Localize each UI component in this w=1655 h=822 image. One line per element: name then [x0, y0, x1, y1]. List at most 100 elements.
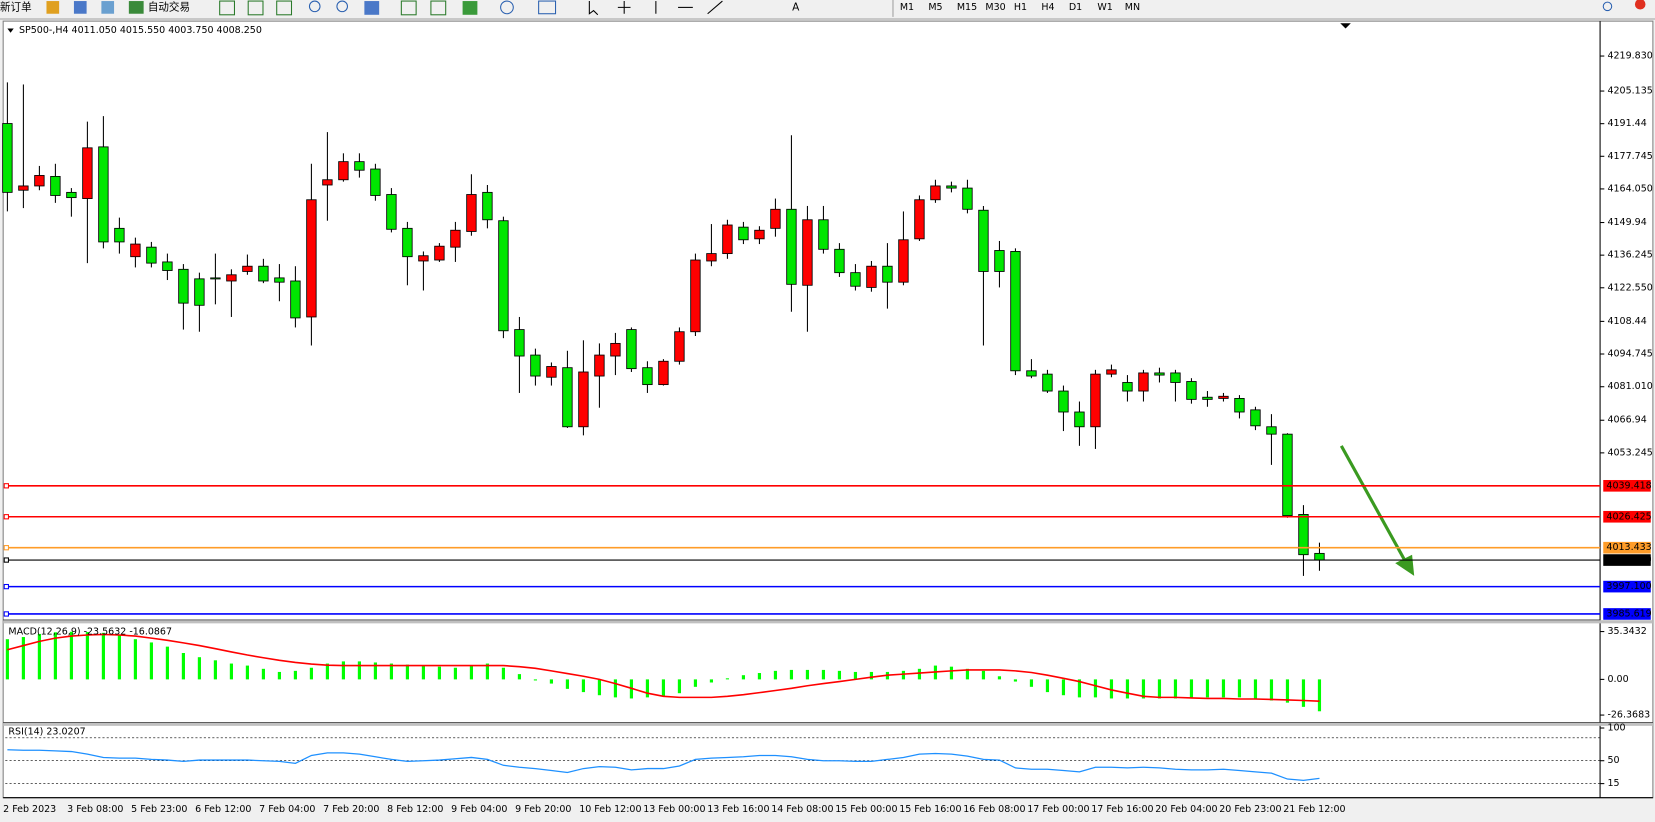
macd-bar	[1125, 679, 1130, 699]
x-tick-label: 7 Feb 04:00	[259, 804, 315, 815]
timeframe-button[interactable]: H1	[1014, 2, 1027, 13]
macd-bar	[341, 661, 345, 680]
price-label: 3985.619	[1606, 608, 1651, 619]
new-order-button[interactable]: 新订单	[0, 0, 32, 13]
icon[interactable]	[276, 0, 293, 16]
x-tick-label: 13 Feb 16:00	[707, 804, 769, 815]
candle-body	[642, 367, 653, 386]
macd-bar	[805, 669, 810, 680]
y-tick-label: 4094.745	[1607, 349, 1652, 360]
timeframe-button[interactable]: M30	[985, 2, 1005, 13]
macd-bar	[21, 637, 25, 680]
auto-trading-icon[interactable]	[128, 1, 144, 14]
search[interactable]	[1602, 1, 1613, 12]
price-label-box	[1603, 479, 1651, 492]
x-tick-label: 6 Feb 12:00	[195, 804, 251, 815]
macd-bar	[1253, 679, 1258, 699]
indicators[interactable]	[462, 1, 478, 15]
icon[interactable]	[430, 0, 447, 16]
macd-bar	[757, 673, 762, 680]
icon[interactable]	[73, 1, 87, 14]
macd-bar	[1157, 679, 1162, 699]
macd-bar	[821, 669, 826, 680]
x-tick-label: 10 Feb 12:00	[579, 804, 641, 815]
macd-bar	[1141, 679, 1146, 699]
macd-bar	[117, 635, 121, 680]
macd-bar	[1173, 679, 1178, 699]
periods[interactable]	[500, 0, 514, 15]
macd-bar	[693, 679, 698, 687]
symbol-menu[interactable]	[7, 28, 14, 33]
macd-bar	[261, 668, 265, 680]
zoom-out[interactable]	[336, 0, 349, 13]
auto-trading-button[interactable]: 自动交易	[148, 0, 190, 13]
icon[interactable]	[247, 0, 264, 16]
macd-bar	[53, 632, 57, 680]
price-label: 4026.425	[1606, 511, 1651, 522]
timeframe-button[interactable]: D1	[1069, 2, 1082, 13]
macd-bar	[981, 670, 986, 680]
timeframe-button[interactable]: M5	[928, 2, 942, 13]
candle-body	[882, 265, 893, 283]
macd-bar	[277, 671, 281, 680]
toolbar-bg	[0, 0, 1655, 20]
macd-bar	[741, 675, 746, 680]
macd-bar	[437, 666, 441, 680]
notifications[interactable]	[1634, 0, 1646, 10]
candle-body	[850, 272, 861, 287]
macd-bar	[965, 668, 970, 680]
timeframe-button[interactable]: H4	[1041, 2, 1054, 13]
candle-body	[242, 265, 253, 272]
candle-body	[130, 243, 141, 258]
candle-body	[114, 227, 125, 243]
candle-body	[594, 354, 605, 377]
y-tick-label: 4177.745	[1607, 151, 1652, 162]
x-tick-label: 16 Feb 08:00	[963, 804, 1025, 815]
x-tick-label: 21 Feb 12:00	[1283, 804, 1345, 815]
cursor-tool[interactable]	[588, 1, 599, 16]
chart-window	[2, 20, 1654, 799]
x-tick-label: 7 Feb 20:00	[323, 804, 379, 815]
timeframe-button[interactable]: M15	[957, 2, 977, 13]
macd-bar	[677, 679, 682, 694]
crosshair-tool[interactable]	[617, 1, 631, 14]
macd-bar	[1013, 679, 1018, 682]
candle-body	[722, 224, 733, 255]
icon[interactable]	[400, 0, 417, 16]
candle-body	[210, 277, 221, 280]
icon[interactable]	[46, 1, 60, 14]
candle-body	[1250, 409, 1261, 427]
zoom-in[interactable]	[308, 0, 321, 13]
templates[interactable]	[538, 0, 557, 15]
macd-bar	[517, 674, 522, 680]
timeframe-button[interactable]: MN	[1125, 2, 1140, 13]
macd-bar	[501, 667, 506, 680]
candle-body	[290, 280, 301, 319]
x-tick-label: 17 Feb 16:00	[1091, 804, 1153, 815]
macd-bar	[709, 679, 714, 683]
x-tick-label: 9 Feb 04:00	[451, 804, 507, 815]
macd-bar	[1189, 679, 1194, 699]
timeframe-button[interactable]: W1	[1097, 2, 1112, 13]
y-tick-label: 4066.94	[1607, 415, 1646, 426]
candle-body	[946, 185, 957, 189]
macd-bar	[1029, 679, 1034, 687]
timeframe-button[interactable]: M1	[900, 2, 914, 13]
macd-bar	[229, 663, 233, 680]
line-handle	[3, 514, 9, 520]
tile-windows[interactable]	[364, 1, 380, 15]
macd-bar	[5, 639, 9, 680]
candle-body	[50, 175, 61, 196]
line-handle	[3, 483, 9, 489]
macd-bar	[245, 665, 249, 680]
text-tool[interactable]: A	[792, 1, 800, 13]
y-tick-label: 100	[1607, 723, 1625, 734]
trendline-tool[interactable]	[707, 0, 723, 15]
icon[interactable]	[101, 1, 115, 14]
candle-body	[786, 208, 797, 285]
macd-bar	[1061, 679, 1066, 696]
macd-bar	[469, 665, 474, 680]
macd-bar	[1045, 679, 1050, 693]
icon[interactable]	[219, 0, 235, 16]
